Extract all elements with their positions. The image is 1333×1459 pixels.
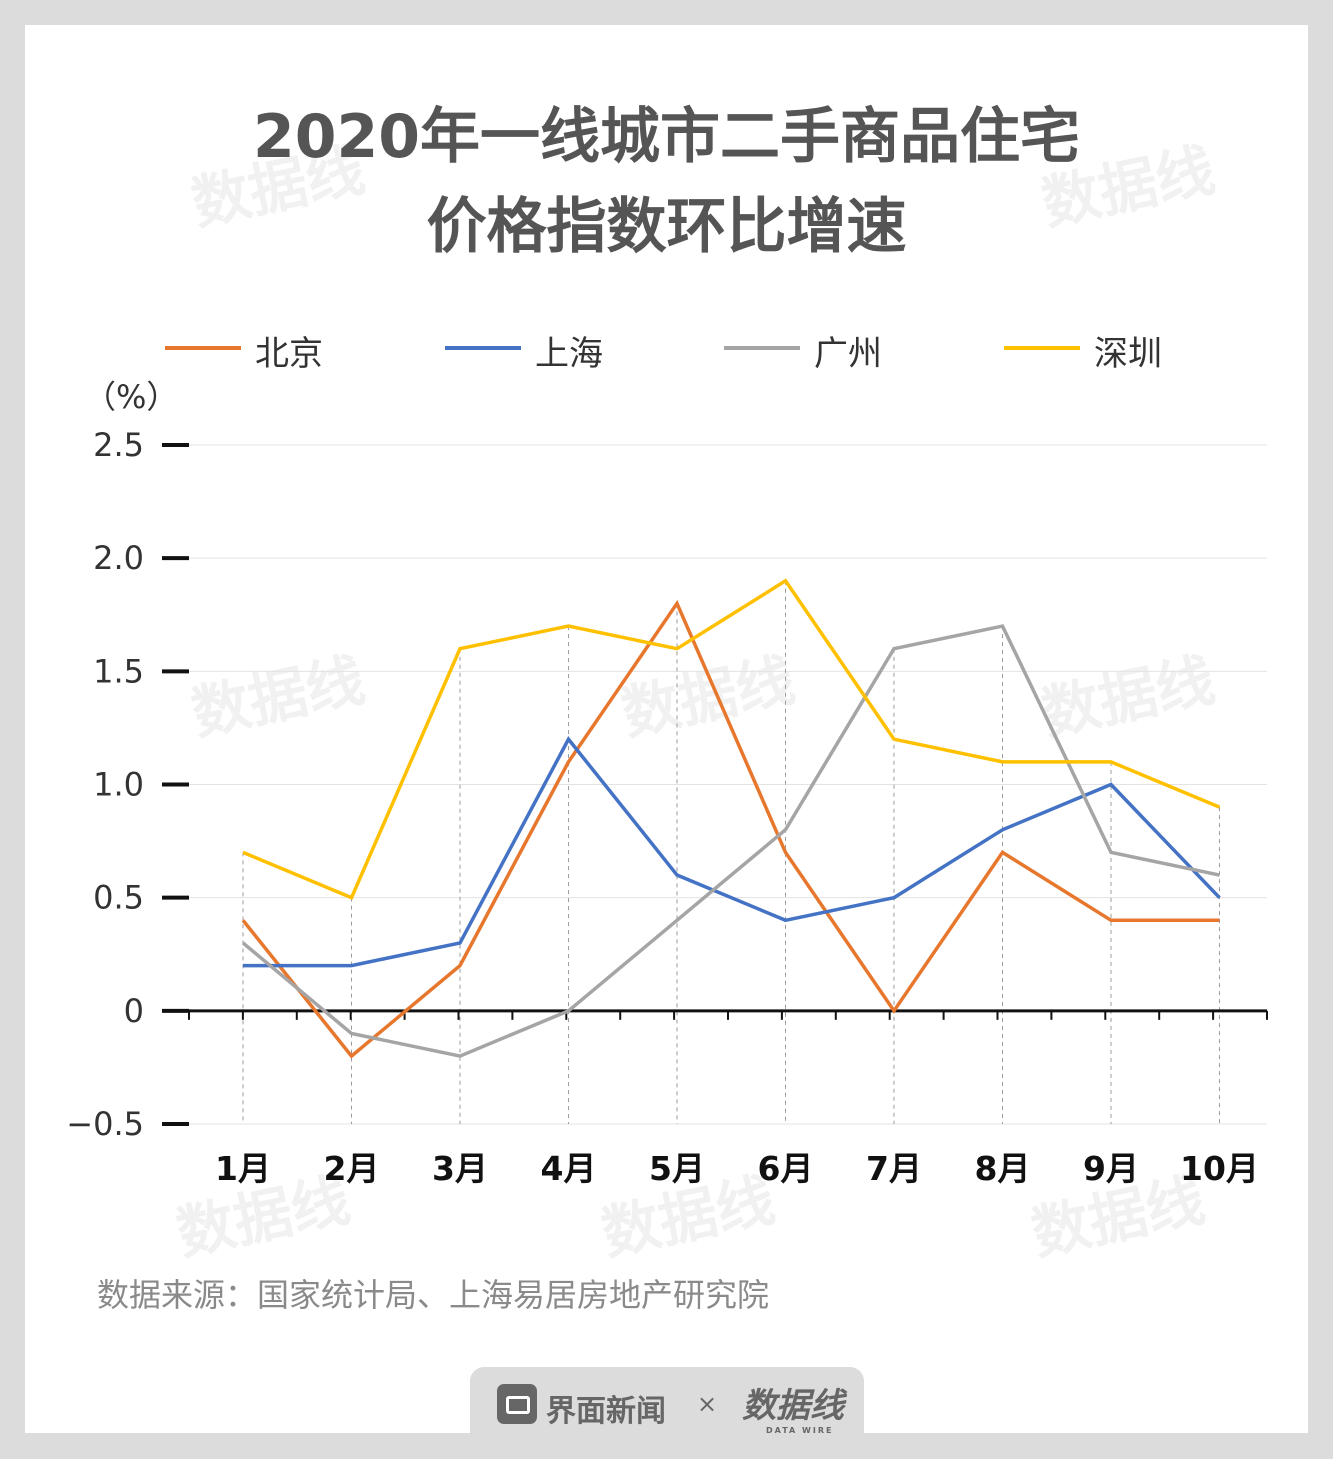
series-line-北京 [241, 599, 1220, 1059]
series-line-广州 [241, 624, 1220, 1058]
chart-title-line2: 价格指数环比增速 [426, 192, 907, 262]
y-tick-label: 0.5 [93, 879, 144, 917]
series-line-深圳 [242, 578, 1221, 900]
brand-separator: × [697, 1390, 718, 1418]
data-source-note: 数据来源：国家统计局、上海易居房地产研究院 [97, 1276, 770, 1314]
legend-label: 深圳 [1094, 334, 1162, 374]
x-tick-label: 4月 [541, 1149, 597, 1188]
y-tick-label: 1.0 [93, 766, 144, 804]
legend-label: 北京 [255, 334, 323, 374]
series-line-上海 [243, 736, 1221, 968]
x-tick-label: 10月 [1180, 1149, 1259, 1188]
y-tick-label: 2.5 [93, 426, 144, 464]
y-tick-label: 2.0 [93, 539, 144, 577]
y-tick-label: 1.5 [93, 652, 144, 690]
legend-swatch [724, 346, 800, 350]
brand-data-wire-sub: DATA WIRE [766, 1426, 834, 1435]
chart-card [25, 25, 1308, 1433]
legend-swatch [1004, 346, 1080, 350]
brand-data-wire-logo: 数据线 [742, 1386, 844, 1426]
y-tick-label: 0 [124, 992, 144, 1030]
x-tick-label: 9月 [1083, 1149, 1139, 1188]
chart-title-line1: 2020年一线城市二手商品住宅 [253, 102, 1080, 172]
x-tick-label: 5月 [649, 1149, 705, 1188]
jiemian-logo-icon [497, 1384, 537, 1424]
legend-label: 上海 [535, 334, 603, 374]
y-axis-unit-label: （%） [84, 378, 179, 416]
x-tick-label: 6月 [758, 1149, 814, 1188]
legend-swatch [165, 346, 241, 350]
brand-jiemian-news: 界面新闻 [546, 1394, 666, 1429]
x-tick-label: 3月 [432, 1149, 488, 1188]
legend-label: 广州 [814, 334, 882, 374]
x-tick-label: 7月 [866, 1149, 922, 1188]
y-tick-label: −0.5 [66, 1105, 144, 1143]
x-tick-label: 1月 [215, 1149, 271, 1188]
legend-swatch [445, 346, 521, 350]
x-tick-label: 8月 [975, 1149, 1031, 1188]
x-tick-label: 2月 [324, 1149, 380, 1188]
